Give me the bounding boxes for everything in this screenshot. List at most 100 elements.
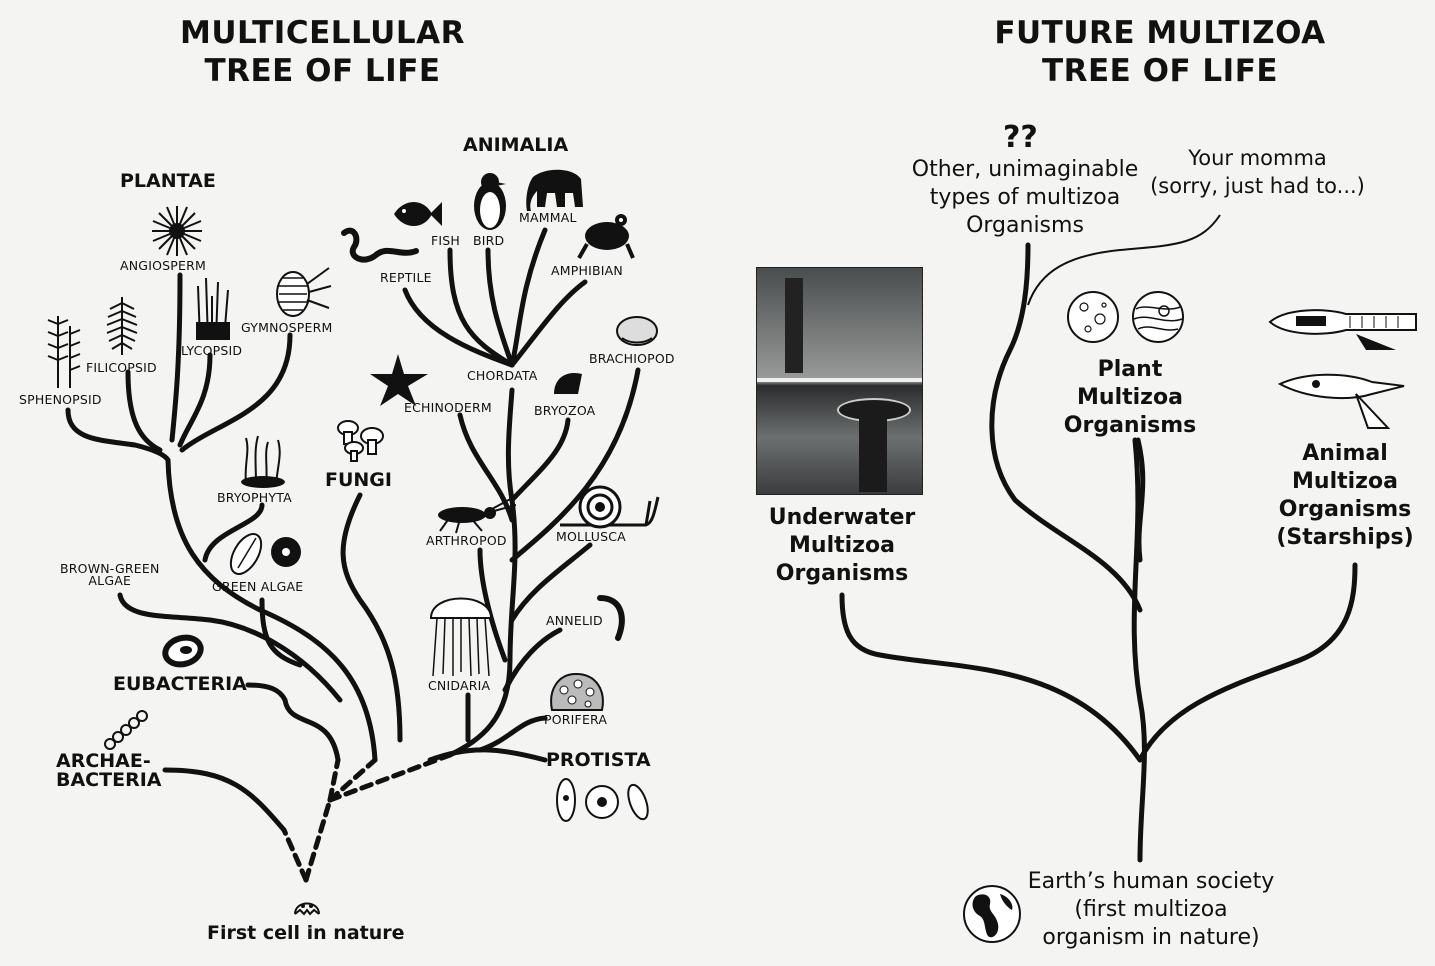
underwater-line3: Organisms: [775, 561, 909, 586]
bryophyta-label: BRYOPHYTA: [217, 490, 292, 505]
plant-line3: Organisms: [1063, 413, 1197, 438]
underwater-structure-bottom: [837, 398, 911, 422]
unknown-label: Other, unimaginable types of multizoa Or…: [905, 156, 1145, 240]
chordata-bird: [485, 247, 515, 368]
green-algae-branch: [259, 597, 303, 668]
eubact-branch: [245, 682, 341, 763]
echinoderm-starfish-icon: [370, 354, 428, 406]
eubacteria-label: EUBACTERIA: [113, 673, 247, 695]
future-plant: [1135, 437, 1146, 563]
brachiopod-branch: [509, 367, 641, 563]
fungi-branch: [340, 492, 403, 743]
earth-globe-icon: [963, 885, 1021, 943]
brown-green-algae-label: BROWN-GREEN ALGAE: [60, 562, 160, 587]
green-algae-label: GREEN ALGAE: [212, 579, 304, 594]
archae-line1: ARCHAE-: [56, 750, 151, 772]
bryophyta-branch: [202, 502, 265, 563]
bryozoa-label: BRYOZOA: [534, 403, 596, 418]
echinoderm-label: ECHINODERM: [404, 400, 492, 415]
cnidaria-label: CNIDARIA: [428, 678, 491, 693]
root-fork-upper: [327, 757, 341, 803]
chordata-amphibian: [509, 279, 588, 368]
future-trunk: [1131, 437, 1147, 863]
bird-penguin-icon: [474, 173, 506, 230]
momma-line2: (sorry, just had to...): [1150, 174, 1365, 198]
plant-planets-icon: [1067, 291, 1184, 343]
plant-line2: Multizoa: [1077, 385, 1183, 410]
underwater-tower: [859, 416, 887, 492]
porifera-label: PORIFERA: [544, 712, 608, 727]
chordata-fish: [447, 247, 515, 368]
animal-line4: (Starships): [1276, 525, 1414, 550]
animalia-label: ANIMALIA: [463, 134, 569, 156]
annelid-branch: [502, 627, 563, 693]
mammal-elephant-icon: [526, 169, 583, 211]
underwater-photo-divider: [757, 378, 922, 382]
unknown-mark: ??: [1003, 120, 1038, 155]
animal-line2: Multizoa: [1292, 469, 1398, 494]
plantae-label: PLANTAE: [120, 170, 216, 192]
fungi-mushroom-icon: [337, 420, 384, 462]
first-cell-icon: [294, 902, 320, 916]
reptile-label: REPTILE: [380, 270, 432, 285]
root-stem: [303, 797, 333, 883]
archaebacteria-icon: [104, 710, 148, 750]
porifera-branch: [477, 715, 548, 753]
sphenopsid-horsetail-icon: [47, 316, 81, 388]
root-label: First cell in nature: [207, 922, 405, 944]
earth-line2: (first multizoa: [1074, 897, 1228, 922]
left-title-line1: MULTICELLULAR: [180, 15, 465, 51]
filicopsid-label: FILICOPSID: [86, 360, 157, 375]
underwater-structure-top: [785, 278, 803, 373]
archaebacteria-label: ARCHAE- BACTERIA: [56, 752, 161, 790]
mollusca-label: MOLLUSCA: [556, 529, 626, 544]
momma-line: [1027, 214, 1221, 306]
sphenopsid-label: SPHENOPSID: [19, 392, 102, 407]
right-title-line2: TREE OF LIFE: [1041, 53, 1279, 89]
animal-multizoa-label: Animal Multizoa Organisms (Starships): [1262, 440, 1428, 552]
left-title-line2: TREE OF LIFE: [204, 53, 441, 89]
arthropod-grasshopper-icon: [438, 496, 516, 534]
plant-top-sphen: [65, 407, 171, 463]
archae-line2: BACTERIA: [56, 769, 162, 791]
unknown-line1: Other, unimaginable: [911, 157, 1139, 182]
unknown-line3: Organisms: [966, 213, 1084, 238]
earth-line3: organism in nature): [1042, 925, 1260, 950]
underwater-line2: Multizoa: [789, 533, 895, 558]
starship-bottom-icon: [1277, 373, 1405, 429]
brown-green-branch: [117, 592, 343, 703]
right-title-line1: FUTURE MULTIZOA: [994, 15, 1326, 51]
plant-top-filic: [125, 369, 163, 453]
mollusca-branch: [509, 542, 593, 623]
animal-trunk: [447, 387, 518, 758]
cnidaria-jellyfish-icon: [429, 597, 493, 677]
plant-top-lyco: [177, 352, 213, 448]
plant-top-angio: [169, 272, 183, 443]
lycopsid-icon: [196, 277, 230, 341]
earth-root-label: Earth’s human society (first multizoa or…: [1024, 868, 1278, 952]
underwater-line1: Underwater: [768, 505, 916, 530]
angiosperm-flower-icon: [152, 206, 202, 256]
mammal-label: MAMMAL: [519, 210, 577, 225]
bryozoa-icon: [554, 372, 582, 394]
animal-line3: Organisms: [1278, 497, 1412, 522]
reptile-snake-icon: [341, 227, 419, 263]
root-fork-mid: [327, 757, 378, 803]
arthropod-branch: [477, 547, 508, 663]
chordata-reptile: [402, 287, 515, 368]
left-title: MULTICELLULAR TREE OF LIFE: [150, 14, 495, 90]
filicopsid-fern-icon: [106, 297, 138, 355]
protista-label: PROTISTA: [546, 749, 651, 771]
future-unknown: [989, 242, 1143, 613]
bird-label: BIRD: [473, 233, 505, 248]
earth-line1: Earth’s human society: [1027, 869, 1275, 894]
eubacteria-icon: [162, 634, 204, 668]
bryophyta-moss-icon: [241, 435, 285, 488]
gymnosperm-label: GYMNOSPERM: [241, 320, 333, 335]
animal-line1: Animal: [1302, 441, 1388, 466]
fungi-label: FUNGI: [325, 469, 392, 491]
future-underwater: [839, 592, 1143, 763]
bryozoa-branch: [509, 417, 571, 503]
starship-top-icon: [1268, 309, 1417, 350]
momma-line1: Your momma: [1188, 146, 1327, 170]
